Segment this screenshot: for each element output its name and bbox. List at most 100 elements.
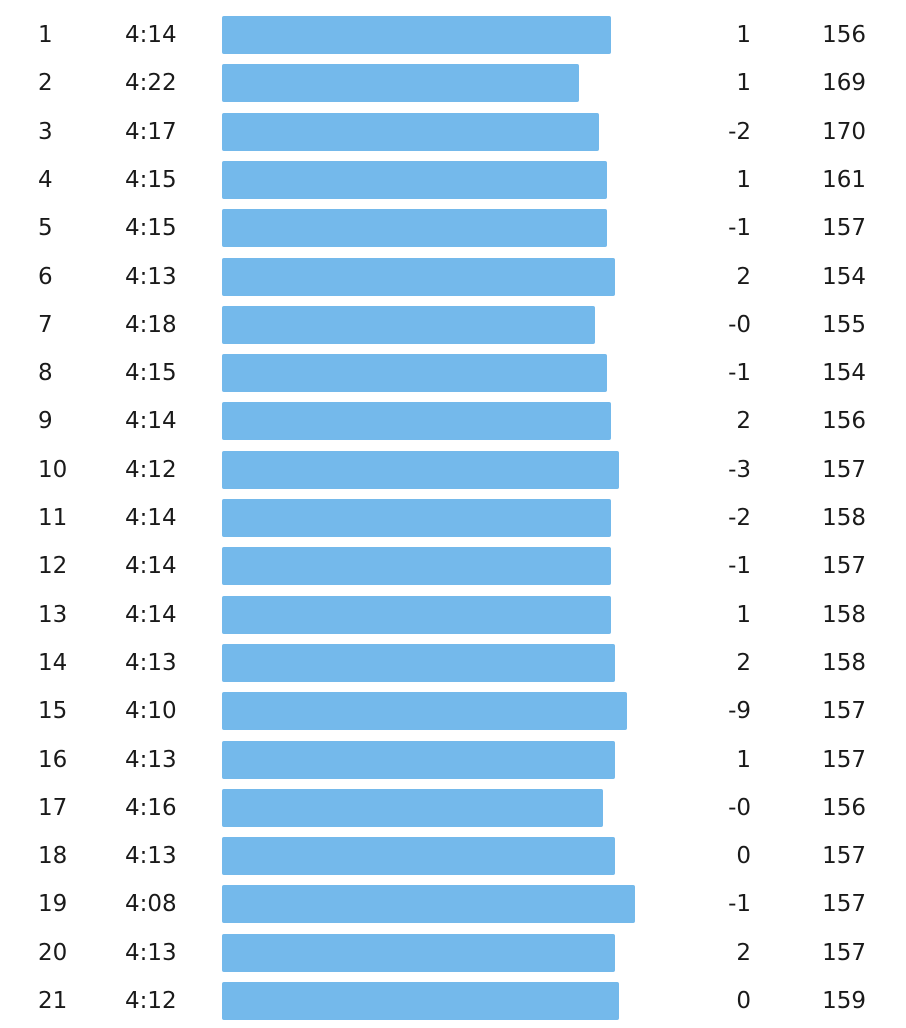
split-heart-rate: 170 — [822, 118, 866, 145]
split-heart-rate: 156 — [822, 408, 866, 435]
split-elevation: 1 — [736, 746, 751, 773]
split-pace: 4:17 — [125, 118, 177, 145]
split-row: 16 4:13 1 157 — [0, 739, 906, 787]
pace-bar — [222, 499, 611, 537]
split-heart-rate: 157 — [822, 891, 866, 918]
split-row: 14 4:13 2 158 — [0, 642, 906, 690]
split-pace: 4:15 — [125, 360, 177, 387]
pace-bar — [222, 354, 607, 393]
split-pace: 4:14 — [125, 601, 177, 628]
split-elevation: -0 — [728, 794, 751, 821]
split-elevation: -9 — [728, 698, 751, 725]
pace-bar — [222, 692, 627, 731]
split-heart-rate: 159 — [822, 988, 866, 1014]
split-heart-rate: 157 — [822, 553, 866, 580]
split-heart-rate: 157 — [822, 456, 866, 483]
pace-bar — [222, 837, 615, 876]
split-row: 19 4:08 -1 157 — [0, 883, 906, 931]
split-elevation: -2 — [728, 505, 751, 531]
pace-bar — [222, 402, 611, 441]
split-pace: 4:22 — [125, 70, 177, 97]
split-row: 10 4:12 -3 157 — [0, 449, 906, 497]
split-pace: 4:13 — [125, 939, 177, 966]
split-row: 12 4:14 -1 157 — [0, 545, 906, 593]
pace-bar — [222, 64, 579, 103]
pace-bar — [222, 547, 611, 586]
split-row: 4 4:15 1 161 — [0, 159, 906, 207]
split-heart-rate: 158 — [822, 649, 866, 676]
split-km: 4 — [38, 166, 53, 193]
split-elevation: 1 — [736, 70, 751, 97]
split-elevation: 2 — [736, 408, 751, 435]
split-pace: 4:14 — [125, 505, 177, 531]
split-km: 11 — [38, 505, 68, 531]
split-km: 21 — [38, 988, 68, 1014]
pace-bar — [222, 112, 599, 151]
split-heart-rate: 157 — [822, 843, 866, 870]
split-row: 20 4:13 2 157 — [0, 932, 906, 980]
split-km: 14 — [38, 649, 68, 676]
split-elevation: -1 — [728, 215, 751, 242]
split-heart-rate: 154 — [822, 360, 866, 387]
split-row: 3 4:17 -2 170 — [0, 111, 906, 159]
split-elevation: 0 — [736, 988, 751, 1014]
pace-bar — [222, 16, 611, 54]
split-row: 5 4:15 -1 157 — [0, 207, 906, 255]
split-heart-rate: 155 — [822, 311, 866, 338]
split-km: 20 — [38, 939, 68, 966]
split-km: 3 — [38, 118, 53, 145]
split-elevation: -1 — [728, 553, 751, 580]
split-pace: 4:14 — [125, 553, 177, 580]
split-pace: 4:13 — [125, 746, 177, 773]
split-pace: 4:16 — [125, 794, 177, 821]
split-heart-rate: 157 — [822, 698, 866, 725]
split-heart-rate: 156 — [822, 22, 866, 48]
split-km: 8 — [38, 360, 53, 387]
pace-bar — [222, 933, 615, 972]
split-elevation: -1 — [728, 360, 751, 387]
split-row: 13 4:14 1 158 — [0, 594, 906, 642]
pace-bar — [222, 160, 607, 199]
split-row: 17 4:16 -0 156 — [0, 787, 906, 835]
pace-bar — [222, 982, 619, 1020]
split-row: 18 4:13 0 157 — [0, 835, 906, 883]
split-row: 2 4:22 1 169 — [0, 62, 906, 110]
split-pace: 4:18 — [125, 311, 177, 338]
split-km: 1 — [38, 22, 53, 48]
split-row: 6 4:13 2 154 — [0, 256, 906, 304]
split-km: 19 — [38, 891, 68, 918]
split-pace: 4:14 — [125, 408, 177, 435]
split-km: 7 — [38, 311, 53, 338]
split-elevation: 1 — [736, 166, 751, 193]
split-row: 21 4:12 0 159 — [0, 980, 906, 1028]
pace-bar — [222, 305, 595, 344]
split-row: 11 4:14 -2 158 — [0, 497, 906, 545]
split-km: 17 — [38, 794, 68, 821]
split-km: 10 — [38, 456, 68, 483]
split-elevation: 1 — [736, 22, 751, 48]
split-row: 15 4:10 -9 157 — [0, 690, 906, 738]
split-heart-rate: 158 — [822, 601, 866, 628]
pace-bar — [222, 740, 615, 779]
split-pace: 4:13 — [125, 843, 177, 870]
split-elevation: -0 — [728, 311, 751, 338]
split-elevation: 2 — [736, 649, 751, 676]
split-elevation: -2 — [728, 118, 751, 145]
split-heart-rate: 154 — [822, 263, 866, 290]
split-row: 8 4:15 -1 154 — [0, 352, 906, 400]
split-km: 13 — [38, 601, 68, 628]
split-km: 16 — [38, 746, 68, 773]
split-heart-rate: 158 — [822, 505, 866, 531]
split-km: 12 — [38, 553, 68, 580]
split-km: 15 — [38, 698, 68, 725]
split-heart-rate: 157 — [822, 215, 866, 242]
split-heart-rate: 157 — [822, 939, 866, 966]
split-pace: 4:15 — [125, 215, 177, 242]
split-pace: 4:12 — [125, 456, 177, 483]
pace-bar — [222, 209, 607, 248]
split-elevation: 1 — [736, 601, 751, 628]
split-elevation: -3 — [728, 456, 751, 483]
split-pace: 4:13 — [125, 649, 177, 676]
split-row: 7 4:18 -0 155 — [0, 304, 906, 352]
